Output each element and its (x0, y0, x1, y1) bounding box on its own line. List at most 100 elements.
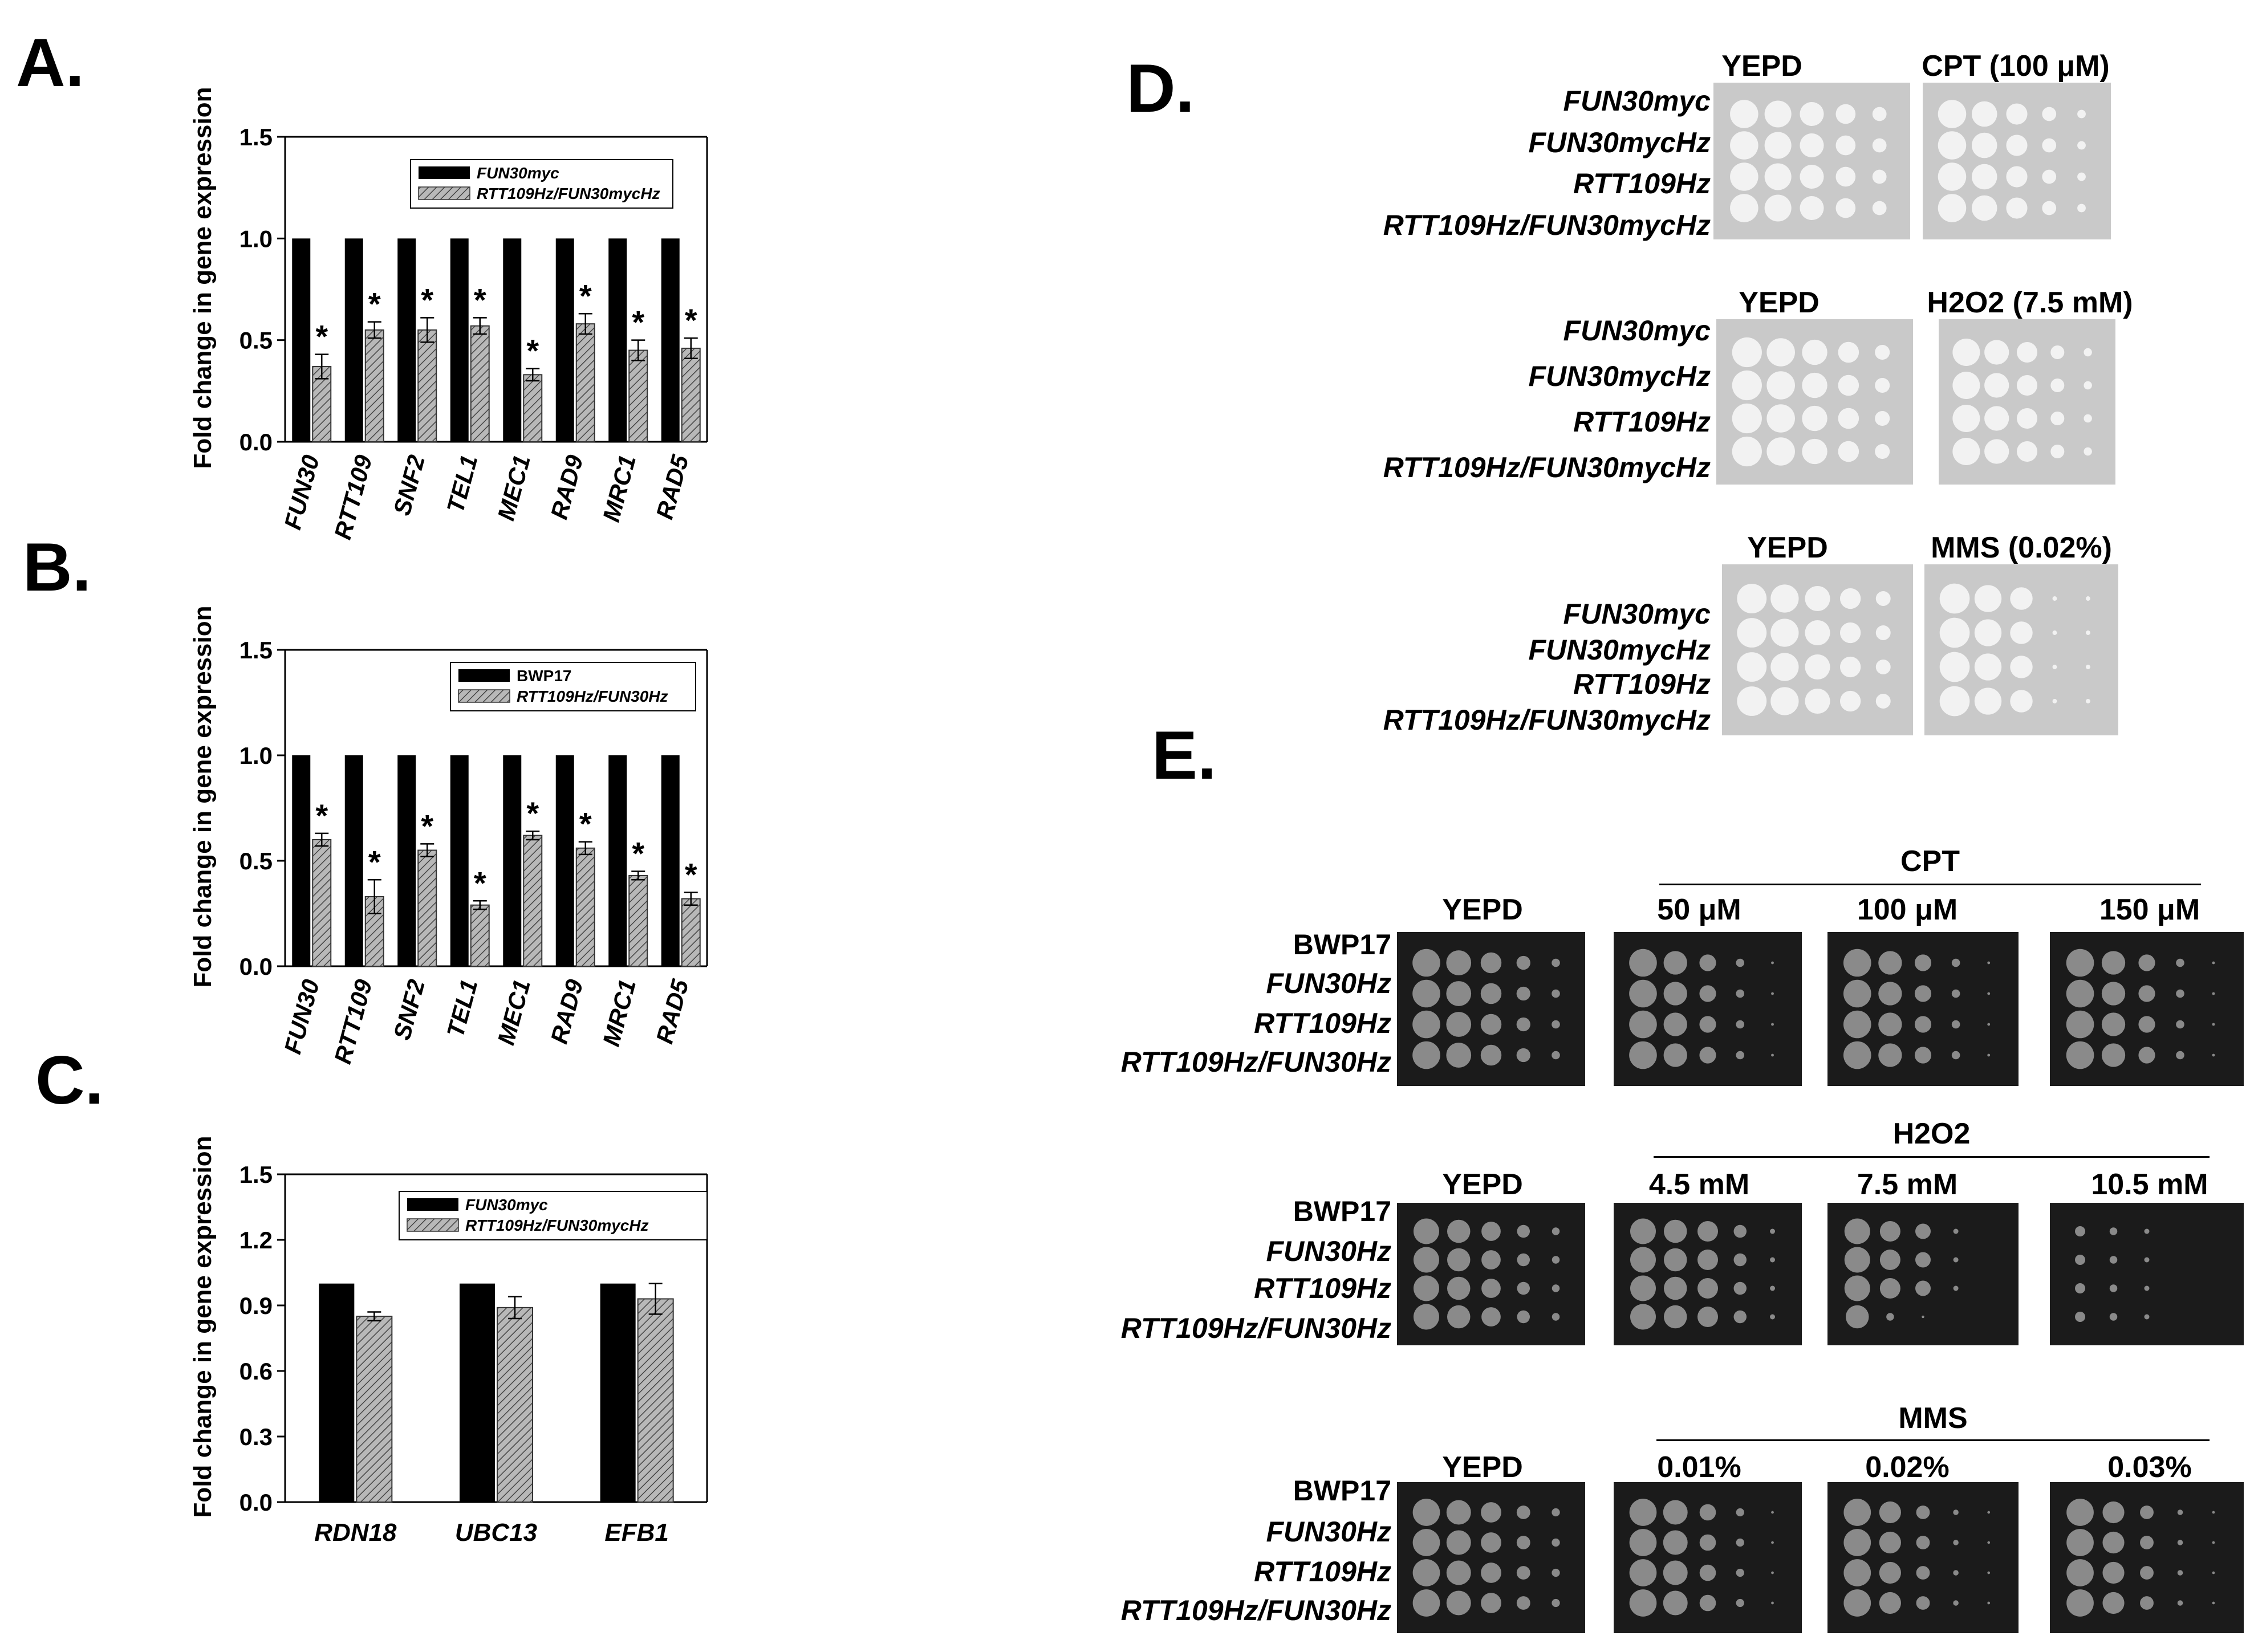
colony-spot (1697, 1221, 1718, 1242)
condition-label-treatment: H2O2 (7.5 mM) (1927, 286, 2133, 319)
error-bar (420, 317, 434, 343)
colony-spot (2006, 135, 2028, 156)
colony-spot (2050, 379, 2065, 392)
colony-spot (1413, 1218, 1439, 1244)
colony-spot (2077, 172, 2086, 181)
colony-spot (1697, 1278, 1718, 1299)
colony-spot (1805, 620, 1830, 646)
colony-spot (1736, 1051, 1745, 1060)
colony-spot (1629, 1559, 1657, 1586)
plate (2050, 932, 2244, 1086)
colony-spot (2176, 1020, 2184, 1029)
strain-label: FUN30Hz (1266, 1516, 1391, 1548)
colony-spot (2066, 949, 2094, 977)
condition-label: YEPD (1442, 1168, 1523, 1201)
colony-spot (1974, 653, 2002, 681)
colony-spot (1766, 437, 1795, 466)
colony-spot (1843, 949, 1871, 977)
colony-spot (1770, 1228, 1776, 1234)
colony-spot (1446, 1043, 1472, 1068)
bar-fun30myc (555, 238, 574, 442)
colony-spot (1736, 958, 1745, 967)
colony-spot (2144, 1257, 2150, 1263)
colony-spot (1938, 162, 1967, 191)
colony-spot (2177, 1570, 2183, 1576)
colony-spot (1771, 1601, 1774, 1605)
colony-spot (1481, 1250, 1501, 1269)
colony-spot (1805, 654, 1830, 680)
colony-spot (1412, 1041, 1440, 1069)
condition-group-rule (1654, 1156, 2210, 1158)
bar-bwp17 (661, 755, 680, 966)
colony-spot (1987, 1571, 1991, 1574)
colony-spot (1447, 1219, 1471, 1243)
colony-spot (1412, 979, 1440, 1008)
strain-label: FUN30Hz (1266, 967, 1391, 999)
colony-spot (1764, 163, 1792, 190)
plate-treatment (1939, 319, 2115, 485)
colony-spot (2212, 1571, 2215, 1574)
error-bar (508, 1296, 522, 1320)
colony-spot (1916, 1536, 1930, 1549)
colony-spot (1953, 1509, 1959, 1515)
y-tick-label: 1.5 (239, 1161, 273, 1188)
colony-spot (1835, 198, 1856, 218)
colony-spot (1916, 1596, 1930, 1610)
colony-spot (1732, 403, 1762, 434)
colony-spot (1699, 1594, 1716, 1612)
colony-spot (1835, 104, 1856, 124)
colony-spot (2066, 1529, 2094, 1556)
colony-spot (1663, 1560, 1688, 1585)
colony-spot (1771, 961, 1774, 965)
colony-spot (1771, 1053, 1774, 1057)
colony-spot (1663, 1590, 1688, 1616)
condition-label: 7.5 mM (1857, 1168, 1958, 1201)
colony-spot (1771, 1511, 1774, 1514)
colony-spot (1878, 1012, 1902, 1036)
colony-spot (1878, 1043, 1902, 1067)
colony-spot (1838, 441, 1859, 462)
colony-spot (2052, 665, 2057, 669)
colony-spot (2075, 1312, 2086, 1322)
colony-spot (1480, 952, 1502, 974)
colony-spot (2086, 699, 2090, 703)
colony-spot (1699, 1534, 1716, 1551)
strain-label: RTT109Hz (1573, 168, 1711, 200)
colony-spot (1971, 101, 1997, 127)
colony-spot (2017, 375, 2037, 396)
colony-spot (1843, 1499, 1871, 1526)
colony-spot (1987, 992, 1991, 995)
y-axis-label: Fold change in gene expression (189, 87, 217, 469)
colony-spot (1447, 1276, 1471, 1300)
colony-spot (2101, 951, 2126, 975)
plate-treatment (1923, 83, 2111, 239)
bar-fun30myc (600, 1283, 636, 1502)
bar-rtt109hz-fun30hz (417, 849, 437, 967)
condition-label: YEPD (1442, 1451, 1523, 1484)
colony-spot (1987, 1511, 1991, 1514)
plate (1397, 1203, 1585, 1345)
colony-spot (1629, 1010, 1657, 1039)
x-tick-label: RAD5 (651, 976, 693, 1047)
error-bar (684, 892, 698, 906)
condition-label-yepd: YEPD (1721, 50, 1802, 83)
plate (2050, 1203, 2244, 1345)
colony-spot (1939, 583, 1970, 614)
colony-spot (2177, 1509, 2183, 1515)
bar-bwp17 (450, 755, 469, 966)
plate-yepd (1713, 83, 1910, 239)
colony-spot (1984, 373, 2009, 398)
significance-asterisk: * (474, 282, 486, 318)
colony-spot (2050, 345, 2065, 359)
colony-spot (1766, 338, 1795, 367)
colony-spot (1737, 618, 1767, 648)
colony-spot (1736, 1508, 1744, 1517)
colony-spot (2084, 414, 2092, 423)
colony-spot (2075, 1226, 2086, 1236)
colony-spot (1663, 1305, 1687, 1329)
colony-spot (1843, 1041, 1871, 1069)
colony-spot (1481, 1279, 1501, 1298)
colony-spot (1766, 371, 1795, 400)
strain-label: RTT109Hz/FUN30Hz (1120, 1594, 1391, 1626)
colony-spot (1839, 588, 1861, 609)
